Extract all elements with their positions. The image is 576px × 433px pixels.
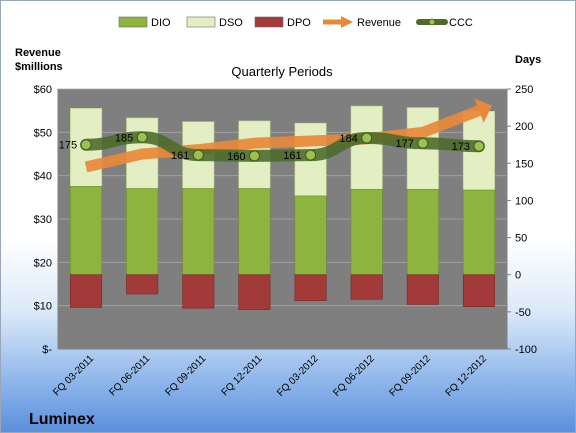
dio-bar bbox=[70, 186, 103, 276]
right-tick-label: 250 bbox=[515, 84, 533, 96]
dio-bar bbox=[462, 189, 495, 276]
dpo-bar bbox=[294, 274, 327, 302]
left-tick-label: $10 bbox=[34, 301, 52, 313]
legend-ccc-marker bbox=[428, 18, 436, 26]
ccc-marker bbox=[305, 149, 317, 161]
left-tick-label: $30 bbox=[34, 214, 52, 226]
ccc-marker bbox=[473, 140, 485, 152]
dpo-bar bbox=[406, 274, 439, 305]
x-tick-label: FQ 03-2012 bbox=[275, 353, 321, 399]
right-tick-label: 200 bbox=[515, 121, 533, 133]
right-tick-label: 150 bbox=[515, 158, 533, 170]
dio-bar bbox=[406, 188, 439, 276]
ccc-marker bbox=[417, 137, 429, 149]
dpo-bar bbox=[238, 274, 271, 310]
dpo-bar bbox=[70, 274, 103, 308]
ccc-marker bbox=[80, 139, 92, 151]
x-tick-label: FQ 12-2012 bbox=[444, 353, 490, 399]
legend-label: CCC bbox=[449, 17, 473, 29]
dso-bar bbox=[350, 105, 383, 190]
dio-bar bbox=[238, 188, 271, 276]
dpo-bar bbox=[462, 274, 495, 307]
x-tick-label: FQ 03-2011 bbox=[51, 353, 96, 398]
ccc-marker bbox=[136, 131, 148, 143]
ccc-marker bbox=[361, 132, 373, 144]
ccc-data-label: 177 bbox=[395, 138, 413, 150]
ccc-data-label: 173 bbox=[452, 141, 470, 153]
x-tick-label: FQ 06-2012 bbox=[331, 353, 377, 399]
dio-bar bbox=[294, 195, 327, 276]
left-axis-title-line1: Revenue bbox=[15, 47, 61, 59]
legend-swatch bbox=[254, 16, 284, 28]
right-tick-label: 0 bbox=[515, 270, 521, 282]
x-tick-label: FQ 12-2011 bbox=[220, 353, 265, 398]
ccc-data-label: 160 bbox=[227, 151, 245, 163]
legend-label: DPO bbox=[287, 17, 311, 29]
revenue-arrowhead bbox=[474, 98, 492, 123]
revenue-series bbox=[84, 98, 492, 173]
legend: DIO DSO DPO Revenue CCC bbox=[118, 16, 473, 29]
ccc-marker bbox=[192, 149, 204, 161]
ccc-line bbox=[80, 131, 485, 162]
right-tick-label: 50 bbox=[515, 233, 527, 245]
legend-arrow-head bbox=[341, 16, 353, 28]
ccc-data-label: 161 bbox=[283, 150, 301, 162]
chart-title: Quarterly Periods bbox=[231, 64, 333, 79]
left-tick-label: $50 bbox=[34, 127, 52, 139]
ccc-data-label: 161 bbox=[171, 150, 189, 162]
dio-bar bbox=[350, 188, 383, 276]
legend-label: Revenue bbox=[357, 17, 401, 29]
x-tick-label: FQ 06-2011 bbox=[107, 353, 152, 398]
legend-swatch bbox=[118, 16, 148, 28]
right-tick-label: -100 bbox=[515, 344, 537, 356]
dpo-bar bbox=[182, 274, 215, 309]
left-tick-label: $20 bbox=[34, 257, 52, 269]
ccc-data-label: 184 bbox=[339, 133, 357, 145]
legend-label: DSO bbox=[219, 17, 243, 29]
ccc-data-label: 175 bbox=[59, 140, 77, 152]
x-tick-label: FQ 09-2012 bbox=[387, 353, 433, 399]
x-tick-label: FQ 09-2011 bbox=[163, 353, 208, 398]
left-tick-label: $40 bbox=[34, 171, 52, 183]
legend-label: DIO bbox=[151, 17, 171, 29]
dio-bar bbox=[182, 188, 215, 276]
ccc-series: 175 185 161 160 161 184 177 173 bbox=[59, 131, 485, 163]
right-tick-label: -50 bbox=[515, 307, 531, 319]
legend-swatch bbox=[186, 16, 216, 28]
left-tick-label: $60 bbox=[34, 84, 52, 96]
revenue-line bbox=[84, 105, 481, 173]
dpo-bar bbox=[126, 274, 159, 295]
dpo-bar bbox=[350, 274, 383, 300]
company-name: Luminex bbox=[29, 411, 95, 428]
ccc-data-label: 185 bbox=[115, 132, 133, 144]
right-axis-title: Days bbox=[515, 54, 541, 66]
left-axis-title-line2: $millions bbox=[15, 61, 63, 73]
dio-bar bbox=[126, 188, 159, 276]
ccc-marker bbox=[248, 150, 260, 162]
right-tick-label: 100 bbox=[515, 195, 533, 207]
left-tick-label: $- bbox=[42, 344, 52, 356]
